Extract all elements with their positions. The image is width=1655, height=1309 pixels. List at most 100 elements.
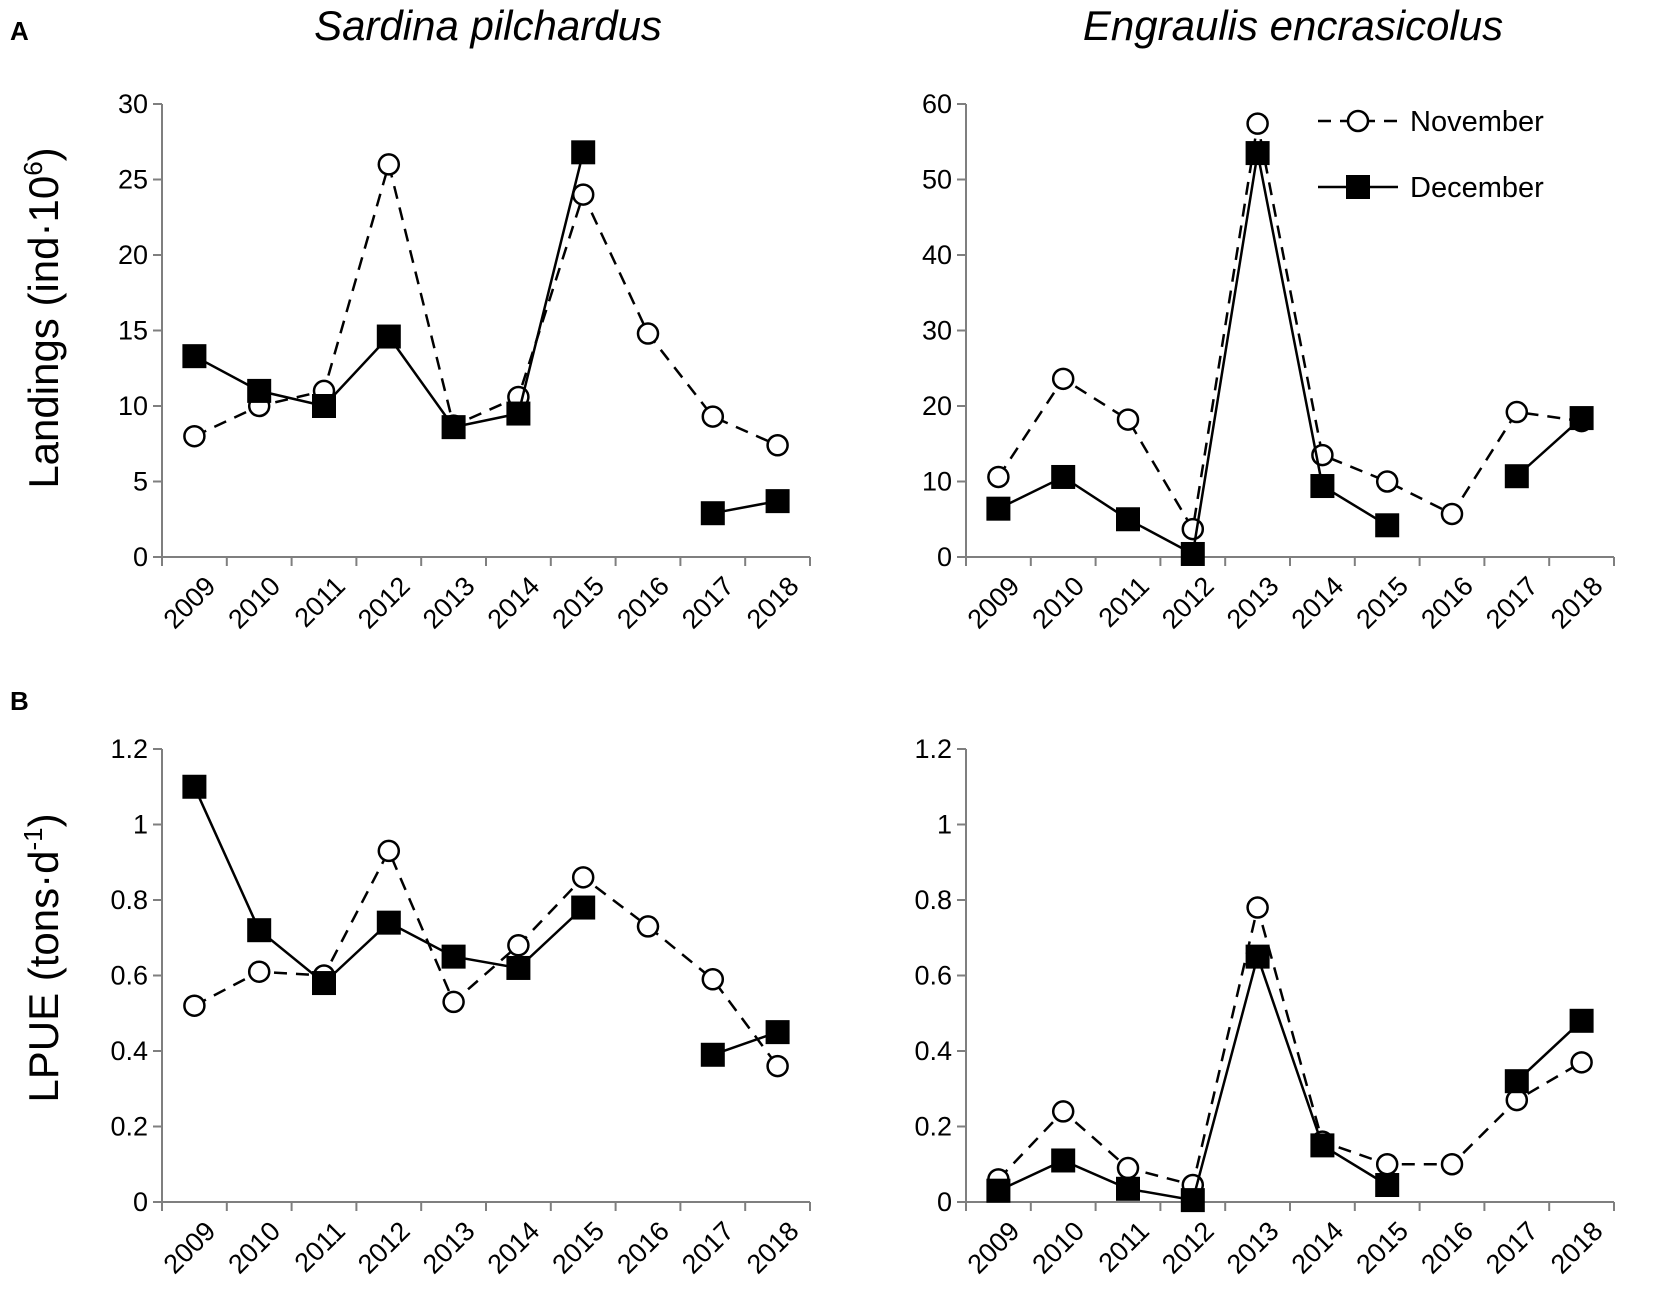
x-tick-label: 2015: [546, 571, 610, 635]
legend-december-label: December: [1410, 172, 1544, 204]
november-point: [1440, 1153, 1464, 1176]
december-point: [1375, 513, 1400, 538]
y-tick-label: 1.2: [914, 734, 952, 764]
y-tick-label: 0.2: [110, 1112, 148, 1142]
december-point: [441, 415, 466, 440]
panel-letter-a: A: [10, 16, 29, 46]
x-tick-label: 2018: [741, 571, 805, 635]
x-tick-label: 2018: [741, 1216, 805, 1280]
y-axis-label-bottom-text: LPUE (tons·d: [20, 851, 67, 1103]
x-tick-label: 2017: [676, 571, 740, 635]
x-tick-label: 2011: [1093, 571, 1155, 633]
december-point: [1051, 1148, 1076, 1173]
species-title-left: Sardina pilchardus: [314, 2, 662, 49]
november-point: [701, 968, 725, 991]
november-point: [1440, 502, 1464, 526]
y-tick-label: 0.8: [110, 885, 148, 915]
y-tick-label: 1: [133, 810, 148, 840]
x-tick-label: 2014: [482, 1216, 546, 1280]
y-tick-label: 0.2: [914, 1112, 952, 1142]
x-tick-label: 2017: [1480, 1216, 1544, 1280]
legend-november-label: November: [1410, 106, 1544, 138]
november-point: [377, 153, 401, 176]
november-point: [1051, 367, 1075, 391]
y-tick-label: 40: [922, 240, 952, 270]
x-tick-label: 2015: [1350, 571, 1414, 635]
december-point: [506, 955, 531, 980]
y-tick-label: 20: [118, 240, 148, 270]
x-tick-label: 2013: [1221, 571, 1285, 635]
y-tick-label: 0: [133, 542, 148, 572]
november-point: [377, 839, 401, 863]
december-point: [182, 344, 207, 369]
y-tick-label: 30: [118, 89, 148, 119]
december-point: [312, 971, 336, 996]
november-point: [987, 465, 1010, 489]
x-tick-label: 2016: [1415, 1216, 1479, 1280]
y-tick-label: 5: [133, 467, 148, 497]
panel-letter-b: B: [10, 686, 29, 716]
december-point: [247, 378, 272, 403]
y-axis-label-top-sup: 6: [18, 161, 48, 175]
chart-panel-a-left: 0 5 10 15 20 25 30 2009 2010 2011 2012 2013 2014 2015…: [118, 89, 811, 635]
november-point: [701, 405, 725, 428]
december-point: [247, 918, 272, 943]
x-tick-label: 2014: [1286, 571, 1350, 635]
x-tick-label: 2011: [289, 571, 351, 633]
x-tick-label: 2010: [222, 1216, 286, 1280]
december-point: [1569, 1008, 1594, 1033]
december-point: [1310, 1133, 1335, 1158]
november-point: [571, 866, 595, 889]
y-tick-label: 0.4: [914, 1036, 952, 1066]
december-point: [1310, 474, 1335, 499]
november-point: [766, 434, 789, 457]
x-tick-label: 2016: [1415, 571, 1479, 635]
december-point: [1116, 1176, 1140, 1201]
y-axis-label-top-text: Landings (ind·10: [20, 176, 67, 489]
x-tick-label: 2012: [1156, 571, 1220, 635]
december-point: [1051, 464, 1076, 489]
y-axis-label-top-close: ): [20, 147, 67, 161]
x-tick-label: 2009: [158, 571, 222, 635]
december-point: [1245, 141, 1270, 166]
december-point: [182, 774, 207, 799]
november-point: [1246, 896, 1269, 919]
x-tick-label: 2013: [417, 1216, 481, 1280]
november-point: [1246, 112, 1269, 135]
y-axis-label-bottom: LPUE (tons·d-1): [18, 813, 67, 1102]
x-tick-label: 2010: [1026, 571, 1090, 635]
legend-november-marker: [1346, 109, 1370, 133]
x-tick-label: 2017: [676, 1216, 740, 1280]
november-point: [183, 424, 206, 448]
november-point: [766, 1054, 789, 1078]
x-tick-label: 2015: [546, 1216, 610, 1280]
november-series-line: [193, 847, 779, 1067]
december-point: [376, 910, 401, 935]
x-tick-label: 2011: [1093, 1216, 1155, 1278]
x-tick-label: 2009: [158, 1216, 222, 1280]
species-title-right: Engraulis encrasicolus: [1083, 2, 1503, 49]
x-tick-label: 2016: [611, 571, 675, 635]
november-point: [636, 915, 660, 938]
y-tick-label: 0.6: [914, 961, 952, 991]
december-point: [376, 324, 401, 349]
y-tick-label: 25: [118, 165, 148, 195]
november-point: [1505, 400, 1529, 424]
x-tick-label: 2010: [1026, 1216, 1090, 1280]
x-tick-label: 2013: [417, 571, 481, 635]
november-point: [1116, 1156, 1140, 1180]
november-point: [1570, 1051, 1593, 1074]
legend-december-marker: [1346, 175, 1370, 199]
november-point: [183, 994, 206, 1017]
x-tick-label: 2017: [1480, 571, 1544, 635]
y-tick-label: 0.4: [110, 1036, 148, 1066]
november-point: [1375, 1153, 1399, 1176]
y-tick-label: 30: [922, 316, 952, 346]
november-series-line: [997, 123, 1582, 533]
november-point: [1181, 517, 1205, 541]
x-tick-label: 2011: [289, 1216, 351, 1278]
x-tick-label: 2012: [352, 571, 416, 635]
